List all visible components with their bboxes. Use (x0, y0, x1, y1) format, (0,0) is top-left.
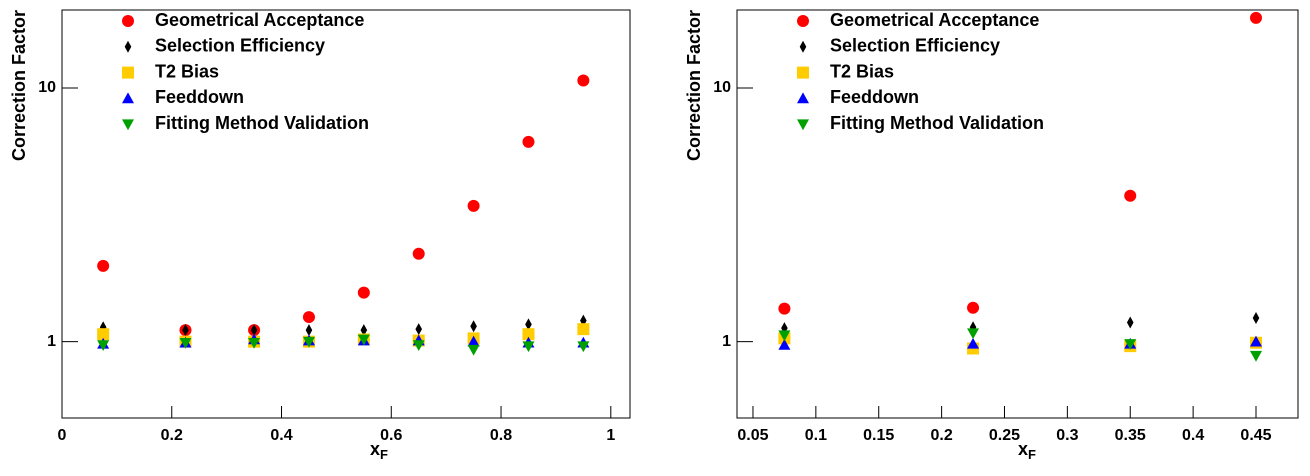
x-axis-label-sub: F (380, 447, 388, 462)
legend-label: T2 Bias (830, 61, 894, 81)
chart: 0.05 0.1 0.15 0.2 0.25 0.3 0.35 0.4 0.45 1 10 Corre… (684, 9, 1299, 463)
point (305, 324, 313, 337)
point (522, 135, 535, 148)
x-axis-label-sub: F (1028, 447, 1036, 462)
y-axis-label: Correction Factor (684, 10, 704, 161)
point (248, 337, 261, 349)
point (967, 328, 980, 340)
point (1126, 316, 1134, 329)
point (412, 340, 425, 351)
point (360, 324, 368, 337)
legend-marker (797, 66, 809, 79)
point (1249, 335, 1262, 347)
point (577, 74, 590, 87)
point (967, 337, 980, 349)
x-tick-label: 0.6 (380, 427, 402, 444)
legend-label: Feeddown (155, 87, 244, 107)
point (1252, 311, 1260, 324)
point (250, 324, 258, 337)
x-tick-label: 0.2 (161, 427, 183, 444)
point (778, 338, 791, 350)
legend-marker (799, 40, 807, 53)
x-tick-label: 0.3 (1056, 427, 1078, 444)
point (778, 302, 791, 315)
x-axis-label: xF (370, 439, 388, 463)
legend-label: Fitting Method Validation (155, 113, 369, 133)
x-tick-label: 0.4 (1182, 427, 1204, 444)
legend-label: T2 Bias (155, 61, 219, 81)
point (302, 311, 315, 324)
point (525, 318, 532, 331)
plot-frame (736, 9, 1299, 419)
legend-label: Geometrical Acceptance (155, 10, 364, 30)
y-tick-label: 10 (38, 79, 56, 96)
y-axis-label: Correction Factor (9, 10, 29, 161)
point (467, 199, 480, 212)
legend-marker (124, 40, 132, 53)
point (1249, 11, 1262, 24)
legend-label: Feeddown (830, 87, 919, 107)
x-tick-label: 0.8 (490, 427, 512, 444)
point (97, 328, 110, 341)
x-tick-label: 0.1 (805, 427, 827, 444)
point (302, 336, 315, 348)
point (580, 314, 587, 327)
point (522, 341, 535, 353)
point (778, 330, 791, 342)
point (467, 344, 480, 356)
legend-label: Selection Efficiency (830, 36, 1000, 56)
y-tick-label: 1 (47, 333, 56, 350)
point (470, 320, 477, 333)
legend-marker (797, 15, 809, 27)
point (179, 337, 192, 349)
point (97, 340, 110, 351)
plot-frame (61, 9, 631, 419)
point (967, 301, 980, 314)
legend-marker (797, 92, 809, 104)
point (415, 323, 423, 336)
point (357, 334, 370, 346)
point (467, 335, 480, 347)
point (1249, 350, 1262, 362)
x-tick-label: 0.15 (863, 427, 894, 444)
x-tick-label: 0.25 (989, 427, 1020, 444)
x-tick-label: 0.45 (1240, 427, 1271, 444)
legend-label: Selection Efficiency (155, 36, 325, 56)
x-axis-label: xF (1018, 439, 1036, 463)
legend-label: Fitting Method Validation (830, 113, 1044, 133)
x-tick-label: 1 (606, 427, 615, 444)
legend-marker (122, 15, 134, 27)
x-axis-label-main: x (1018, 439, 1028, 459)
legend-marker (122, 66, 134, 79)
x-tick-label: 0.2 (930, 427, 952, 444)
y-tick-label: 10 (713, 79, 731, 96)
point (182, 324, 189, 337)
x-tick-label: 0.4 (270, 427, 292, 444)
legend-marker (122, 119, 134, 131)
x-axis-label-main: x (370, 439, 380, 459)
point (1124, 189, 1137, 202)
legend-marker (797, 119, 809, 131)
chart: 0 0.2 0.4 0.6 0.8 1 1 10 Correction Factor xF Geom… (9, 9, 631, 463)
x-tick-label: 0.05 (737, 427, 768, 444)
x-tick-label: 0.35 (1115, 427, 1146, 444)
point (577, 323, 590, 336)
point (97, 259, 110, 272)
point (412, 247, 425, 260)
point (577, 341, 590, 353)
x-tick-label: 0 (58, 427, 67, 444)
point (522, 328, 535, 341)
y-tick-label: 1 (722, 333, 731, 350)
point (357, 286, 370, 299)
point (1124, 339, 1137, 350)
legend-label: Geometrical Acceptance (830, 10, 1039, 30)
legend-marker (122, 92, 134, 104)
